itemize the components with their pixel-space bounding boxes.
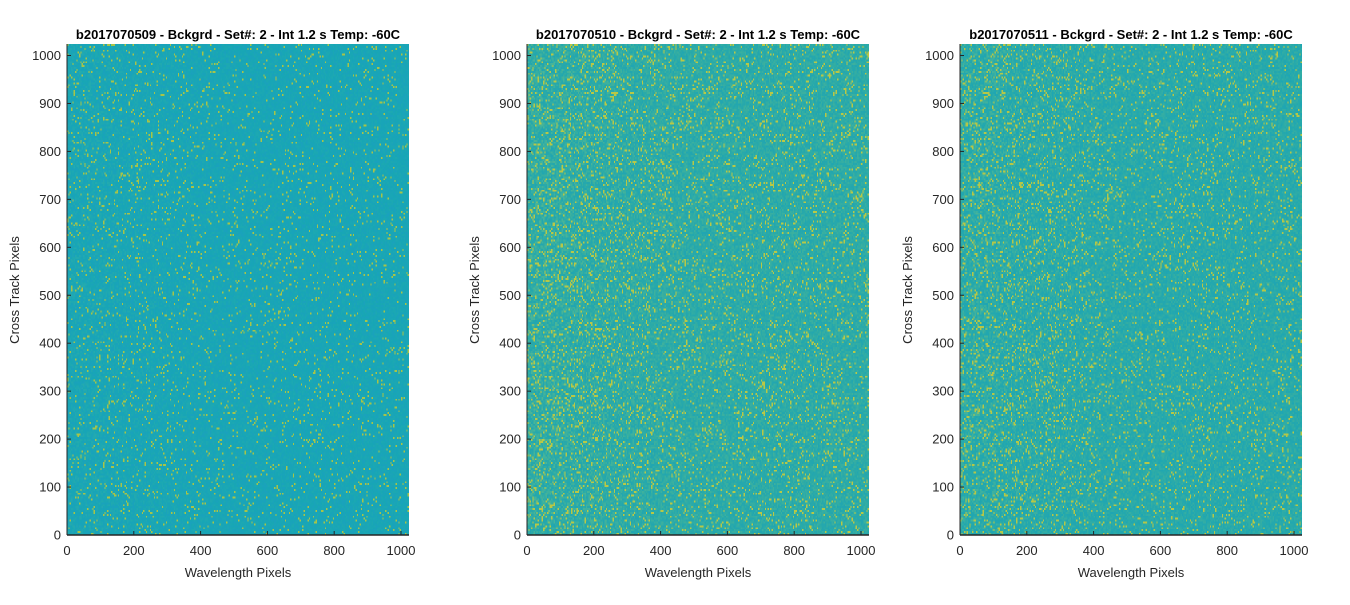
y-tick-label: 800 bbox=[499, 144, 521, 159]
y-tick-label: 300 bbox=[39, 384, 61, 399]
x-tick-label: 600 bbox=[717, 543, 739, 558]
x-tick-label: 600 bbox=[257, 543, 279, 558]
y-tick-label: 600 bbox=[499, 240, 521, 255]
x-axis-ticks: 0 200 400 600 800 1000 bbox=[956, 531, 1308, 558]
chart-title: b2017070511 - Bckgrd - Set#: 2 - Int 1.2… bbox=[969, 27, 1293, 42]
y-tick-label: 900 bbox=[499, 96, 521, 111]
y-axis-label: Cross Track Pixels bbox=[900, 236, 915, 344]
x-tick-label: 200 bbox=[583, 543, 605, 558]
x-axis-label: Wavelength Pixels bbox=[1078, 565, 1185, 580]
x-tick-label: 400 bbox=[1083, 543, 1105, 558]
chart-title: b2017070510 - Bckgrd - Set#: 2 - Int 1.2… bbox=[536, 27, 861, 42]
y-tick-label: 100 bbox=[932, 480, 954, 495]
x-axis-ticks: 0 200 400 600 800 1000 bbox=[523, 531, 875, 558]
y-axis-ticks: 0 100 200 300 400 500 600 700 800 900 1000 bbox=[492, 48, 531, 543]
y-tick-label: 0 bbox=[54, 528, 61, 543]
y-tick-label: 1000 bbox=[925, 48, 954, 63]
x-tick-label: 800 bbox=[323, 543, 345, 558]
y-axis-ticks: 0 100 200 300 400 500 600 700 800 900 1000 bbox=[32, 48, 71, 543]
x-tick-label: 400 bbox=[190, 543, 212, 558]
y-tick-label: 700 bbox=[39, 192, 61, 207]
y-tick-label: 500 bbox=[499, 288, 521, 303]
y-tick-label: 1000 bbox=[492, 48, 521, 63]
y-tick-label: 1000 bbox=[32, 48, 61, 63]
x-axis-label: Wavelength Pixels bbox=[645, 565, 752, 580]
y-tick-label: 200 bbox=[499, 432, 521, 447]
y-tick-label: 200 bbox=[932, 432, 954, 447]
y-tick-label: 900 bbox=[932, 96, 954, 111]
x-tick-label: 400 bbox=[650, 543, 672, 558]
x-tick-label: 1000 bbox=[1280, 543, 1309, 558]
y-tick-label: 100 bbox=[39, 480, 61, 495]
chart-panel-2: b2017070510 - Bckgrd - Set#: 2 - Int 1.2… bbox=[467, 27, 875, 580]
y-tick-label: 800 bbox=[39, 144, 61, 159]
y-tick-label: 300 bbox=[499, 384, 521, 399]
y-tick-label: 700 bbox=[932, 192, 954, 207]
x-tick-label: 0 bbox=[956, 543, 963, 558]
y-tick-label: 0 bbox=[947, 528, 954, 543]
y-tick-label: 900 bbox=[39, 96, 61, 111]
x-tick-label: 200 bbox=[1016, 543, 1038, 558]
y-axis-ticks: 0 100 200 300 400 500 600 700 800 900 1000 bbox=[925, 48, 964, 543]
x-axis-label: Wavelength Pixels bbox=[185, 565, 292, 580]
heatmap-image bbox=[960, 44, 1302, 535]
y-tick-label: 500 bbox=[932, 288, 954, 303]
y-tick-label: 100 bbox=[499, 480, 521, 495]
y-tick-label: 300 bbox=[932, 384, 954, 399]
chart-panel-3: b2017070511 - Bckgrd - Set#: 2 - Int 1.2… bbox=[900, 27, 1308, 580]
x-tick-label: 600 bbox=[1150, 543, 1172, 558]
x-tick-label: 1000 bbox=[387, 543, 416, 558]
y-tick-label: 400 bbox=[499, 336, 521, 351]
y-tick-label: 600 bbox=[932, 240, 954, 255]
y-tick-label: 700 bbox=[499, 192, 521, 207]
y-tick-label: 0 bbox=[514, 528, 521, 543]
heatmap-image bbox=[527, 44, 869, 535]
x-tick-label: 200 bbox=[123, 543, 145, 558]
y-axis-label: Cross Track Pixels bbox=[7, 236, 22, 344]
y-tick-label: 200 bbox=[39, 432, 61, 447]
chart-panel-1: b2017070509 - Bckgrd - Set#: 2 - Int 1.2… bbox=[7, 27, 415, 580]
x-tick-label: 800 bbox=[783, 543, 805, 558]
y-tick-label: 400 bbox=[932, 336, 954, 351]
y-tick-label: 400 bbox=[39, 336, 61, 351]
x-tick-label: 800 bbox=[1216, 543, 1238, 558]
y-tick-label: 600 bbox=[39, 240, 61, 255]
y-axis-label: Cross Track Pixels bbox=[467, 236, 482, 344]
y-tick-label: 800 bbox=[932, 144, 954, 159]
chart-title: b2017070509 - Bckgrd - Set#: 2 - Int 1.2… bbox=[76, 27, 401, 42]
heatmap-image bbox=[67, 44, 409, 535]
x-tick-label: 1000 bbox=[847, 543, 876, 558]
x-tick-label: 0 bbox=[523, 543, 530, 558]
x-tick-label: 0 bbox=[63, 543, 70, 558]
y-tick-label: 500 bbox=[39, 288, 61, 303]
